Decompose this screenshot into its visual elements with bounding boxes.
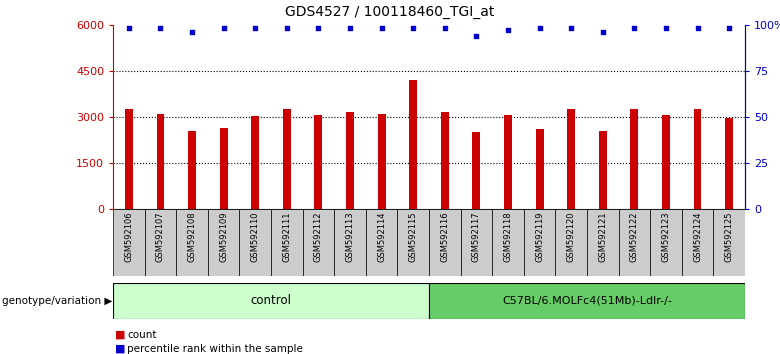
Point — [249, 25, 261, 31]
Bar — [536, 129, 544, 209]
Point — [597, 29, 609, 35]
Bar — [125, 109, 133, 209]
Point — [438, 25, 451, 31]
Point — [312, 25, 324, 31]
Text: GSM592108: GSM592108 — [187, 212, 197, 262]
Text: ■: ■ — [115, 344, 126, 354]
FancyBboxPatch shape — [429, 283, 745, 319]
Point — [534, 25, 546, 31]
FancyBboxPatch shape — [113, 209, 144, 276]
Text: GSM592112: GSM592112 — [314, 212, 323, 262]
Text: GSM592109: GSM592109 — [219, 212, 229, 262]
Point — [154, 25, 167, 31]
Bar — [157, 114, 165, 209]
FancyBboxPatch shape — [366, 209, 397, 276]
Point — [407, 25, 420, 31]
Point — [218, 25, 230, 31]
Point — [691, 25, 704, 31]
Text: GSM592122: GSM592122 — [629, 212, 639, 262]
FancyBboxPatch shape — [144, 209, 176, 276]
Text: C57BL/6.MOLFc4(51Mb)-Ldlr-/-: C57BL/6.MOLFc4(51Mb)-Ldlr-/- — [502, 296, 672, 306]
Point — [375, 25, 388, 31]
Text: ■: ■ — [115, 330, 126, 339]
Point — [122, 25, 135, 31]
Text: GSM592113: GSM592113 — [346, 212, 355, 262]
Point — [281, 25, 293, 31]
FancyBboxPatch shape — [555, 209, 587, 276]
Bar — [725, 118, 733, 209]
FancyBboxPatch shape — [682, 209, 713, 276]
Text: GSM592106: GSM592106 — [124, 212, 133, 262]
Bar — [188, 131, 196, 209]
FancyBboxPatch shape — [303, 209, 335, 276]
Text: GSM592111: GSM592111 — [282, 212, 292, 262]
Bar — [441, 112, 448, 209]
Text: GSM592115: GSM592115 — [409, 212, 418, 262]
FancyBboxPatch shape — [492, 209, 524, 276]
FancyBboxPatch shape — [335, 209, 366, 276]
Point — [723, 25, 736, 31]
FancyBboxPatch shape — [429, 209, 460, 276]
Text: GSM592124: GSM592124 — [693, 212, 702, 262]
FancyBboxPatch shape — [113, 283, 429, 319]
FancyBboxPatch shape — [239, 209, 271, 276]
Text: GSM592125: GSM592125 — [725, 212, 734, 262]
Point — [628, 25, 640, 31]
Bar — [314, 115, 322, 209]
Text: GSM592114: GSM592114 — [377, 212, 386, 262]
FancyBboxPatch shape — [176, 209, 207, 276]
Text: GSM592110: GSM592110 — [250, 212, 260, 262]
Text: GDS4527 / 100118460_TGI_at: GDS4527 / 100118460_TGI_at — [285, 5, 495, 19]
Text: GSM592118: GSM592118 — [503, 212, 512, 262]
Point — [470, 33, 483, 39]
Bar — [630, 109, 638, 209]
FancyBboxPatch shape — [524, 209, 555, 276]
Text: percentile rank within the sample: percentile rank within the sample — [127, 344, 303, 354]
Text: control: control — [250, 295, 292, 307]
Point — [344, 25, 356, 31]
FancyBboxPatch shape — [587, 209, 619, 276]
Bar — [693, 109, 701, 209]
FancyBboxPatch shape — [713, 209, 745, 276]
Bar — [283, 109, 291, 209]
FancyBboxPatch shape — [619, 209, 651, 276]
Bar — [346, 112, 354, 209]
FancyBboxPatch shape — [207, 209, 239, 276]
Bar — [220, 127, 228, 209]
FancyBboxPatch shape — [460, 209, 492, 276]
Bar — [473, 132, 480, 209]
Bar — [504, 115, 512, 209]
Text: GSM592117: GSM592117 — [472, 212, 481, 262]
Point — [565, 25, 577, 31]
Text: GSM592107: GSM592107 — [156, 212, 165, 262]
Bar — [410, 80, 417, 209]
Text: GSM592121: GSM592121 — [598, 212, 608, 262]
Text: GSM592120: GSM592120 — [566, 212, 576, 262]
FancyBboxPatch shape — [271, 209, 303, 276]
Bar — [599, 131, 607, 209]
Point — [186, 29, 198, 35]
Bar — [567, 109, 575, 209]
Bar — [662, 115, 670, 209]
Text: GSM592116: GSM592116 — [440, 212, 449, 262]
Text: count: count — [127, 330, 157, 339]
Text: genotype/variation ▶: genotype/variation ▶ — [2, 296, 112, 306]
Text: GSM592123: GSM592123 — [661, 212, 671, 262]
Bar — [378, 114, 385, 209]
Text: GSM592119: GSM592119 — [535, 212, 544, 262]
Point — [660, 25, 672, 31]
Point — [502, 28, 514, 33]
FancyBboxPatch shape — [651, 209, 682, 276]
Bar — [251, 116, 259, 209]
FancyBboxPatch shape — [397, 209, 429, 276]
